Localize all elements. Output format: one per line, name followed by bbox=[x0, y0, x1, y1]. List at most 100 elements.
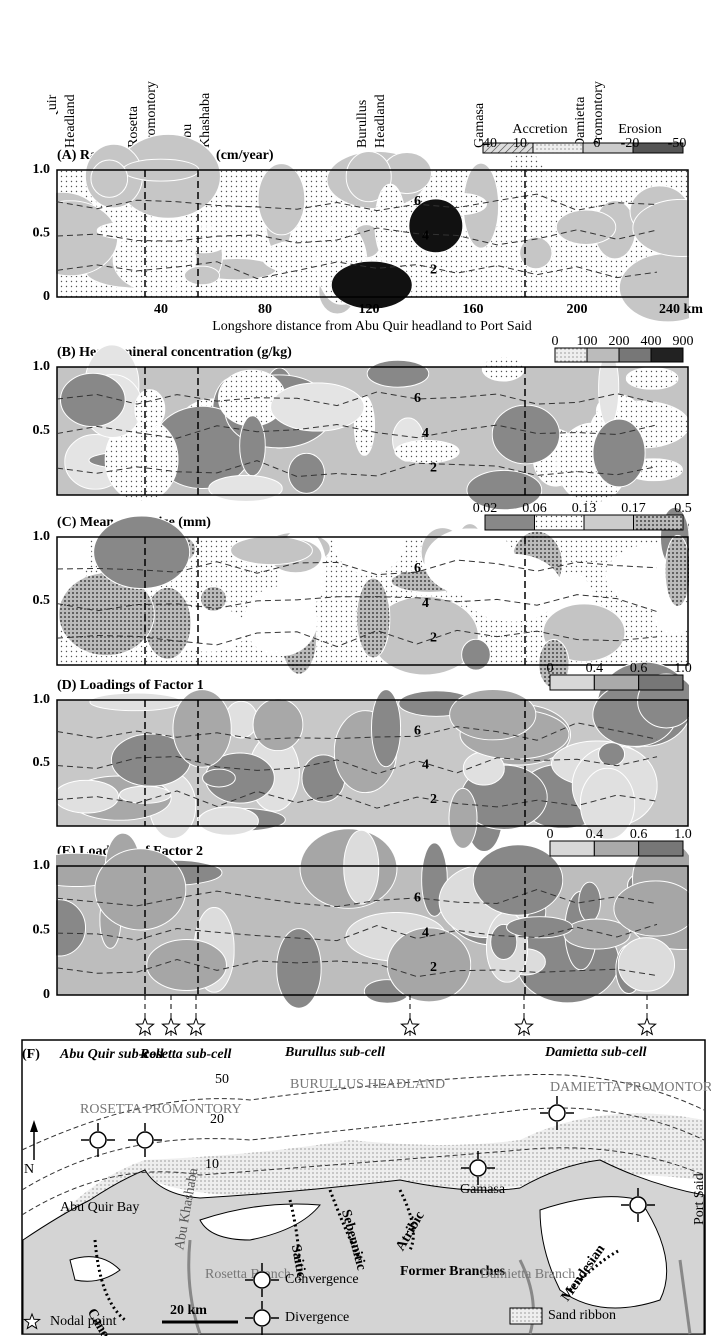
legend-label: 200 bbox=[609, 334, 630, 349]
depth-label: 2 bbox=[430, 460, 437, 475]
location-label: Headland bbox=[373, 94, 388, 148]
y-tick-label: 0 bbox=[43, 289, 50, 304]
contour-area bbox=[288, 453, 324, 493]
y-tick-label: 1.0 bbox=[33, 529, 51, 544]
map-label: N bbox=[24, 1162, 34, 1177]
contour-area bbox=[271, 383, 365, 431]
contour-area bbox=[367, 360, 429, 387]
panel-title: (D) Loadings of Factor 1 bbox=[57, 678, 204, 693]
contour-area bbox=[209, 475, 283, 501]
x-tick-label: 240 km bbox=[659, 302, 703, 317]
legend-swatch bbox=[594, 841, 638, 856]
legend-label: 0 bbox=[594, 136, 601, 151]
map-label: Gamasa bbox=[460, 1182, 506, 1197]
cell-symbol bbox=[549, 1105, 565, 1121]
contour-area bbox=[449, 788, 477, 848]
y-tick-label: 1.0 bbox=[33, 359, 51, 374]
contour-area bbox=[507, 917, 573, 938]
legend-label: 100 bbox=[577, 334, 598, 349]
legend-swatch bbox=[651, 348, 683, 362]
contour-area bbox=[94, 516, 190, 589]
map-label: BURULLUS HEADLAND bbox=[290, 1077, 445, 1092]
legend-swatch bbox=[485, 515, 535, 530]
map-label: Nodal point bbox=[50, 1314, 117, 1329]
legend-label: -50 bbox=[668, 136, 687, 151]
contour-area bbox=[277, 929, 322, 1009]
contour-area bbox=[135, 390, 165, 429]
x-axis-label: Longshore distance from Abu Quir headlan… bbox=[212, 319, 532, 334]
map-label: Damietta Branch bbox=[480, 1267, 575, 1282]
contour-area bbox=[200, 586, 226, 611]
y-tick-label: 0.5 bbox=[33, 755, 51, 770]
legend-label: 0.6 bbox=[630, 827, 648, 842]
map-label: 50 bbox=[215, 1072, 229, 1087]
depth-label: 6 bbox=[414, 890, 421, 905]
contour-area bbox=[203, 769, 236, 787]
legend-label: 0.02 bbox=[473, 501, 498, 516]
y-tick-label: 1.0 bbox=[33, 162, 51, 177]
y-tick-label: 0.5 bbox=[33, 226, 51, 241]
map-label: 10 bbox=[205, 1157, 219, 1172]
contour-area bbox=[618, 938, 674, 992]
depth-label: 2 bbox=[430, 960, 437, 975]
depth-label: 6 bbox=[414, 724, 421, 739]
contour-area bbox=[231, 536, 313, 564]
contour-area bbox=[253, 699, 303, 751]
x-tick-label: 160 bbox=[463, 302, 484, 317]
cell-symbol bbox=[254, 1272, 270, 1288]
contour-area bbox=[60, 373, 125, 426]
y-tick-label: 0.5 bbox=[33, 923, 51, 938]
contour-area bbox=[463, 554, 562, 621]
legend-label: 0 bbox=[547, 661, 554, 676]
depth-label: 4 bbox=[422, 596, 429, 611]
y-tick-label: 1.0 bbox=[33, 858, 51, 873]
legend-label: 1.0 bbox=[674, 661, 692, 676]
y-tick-label: 0 bbox=[43, 987, 50, 1002]
contour-area bbox=[665, 535, 690, 606]
depth-label: 4 bbox=[422, 228, 429, 243]
contour-area bbox=[473, 845, 563, 915]
contour-area bbox=[599, 743, 625, 766]
sand-swatch bbox=[510, 1308, 542, 1324]
contour-area bbox=[90, 693, 181, 711]
contour-area bbox=[54, 780, 118, 813]
depth-label: 6 bbox=[414, 194, 421, 209]
contour-area bbox=[91, 160, 128, 197]
legend-label: 0.5 bbox=[674, 501, 692, 516]
contour-area bbox=[626, 368, 678, 390]
legend-label: 0.17 bbox=[621, 501, 646, 516]
legend-label: 0 bbox=[552, 334, 559, 349]
depth-label: 4 bbox=[422, 925, 429, 940]
contour-area bbox=[334, 508, 405, 573]
contour-area bbox=[344, 830, 379, 904]
legend-group: Erosion bbox=[618, 122, 662, 137]
location-label: Burullus bbox=[355, 100, 370, 148]
map-label: Convergence bbox=[285, 1272, 359, 1287]
x-tick-label: 40 bbox=[154, 302, 168, 317]
legend-swatch bbox=[550, 675, 594, 690]
contour-area bbox=[395, 440, 459, 463]
contour-area bbox=[173, 690, 231, 768]
depth-label: 4 bbox=[422, 758, 429, 773]
mask bbox=[689, 806, 711, 1055]
cell-symbol bbox=[470, 1160, 486, 1176]
depth-label: 6 bbox=[414, 391, 421, 406]
contour-area bbox=[482, 356, 524, 381]
location-label: Khashaba bbox=[198, 92, 213, 148]
contour-area bbox=[245, 587, 317, 656]
legend-label: 0.13 bbox=[572, 501, 597, 516]
contour-area bbox=[357, 578, 390, 658]
y-tick-label: 0.5 bbox=[33, 593, 51, 608]
map-label: ROSETTA PROMONTORY bbox=[80, 1102, 242, 1117]
map-label: Burullus sub-cell bbox=[284, 1045, 385, 1060]
legend-label: 400 bbox=[641, 334, 662, 349]
legend-label: 10 bbox=[513, 136, 527, 151]
y-tick-label: 1.0 bbox=[33, 692, 51, 707]
contour-area bbox=[199, 807, 259, 835]
cell-symbol bbox=[90, 1132, 106, 1148]
legend-swatch bbox=[634, 515, 684, 530]
depth-label: 4 bbox=[422, 426, 429, 441]
legend-swatch bbox=[533, 143, 583, 153]
contour-area bbox=[97, 222, 154, 239]
map-label: Damietta sub-cell bbox=[544, 1045, 647, 1060]
